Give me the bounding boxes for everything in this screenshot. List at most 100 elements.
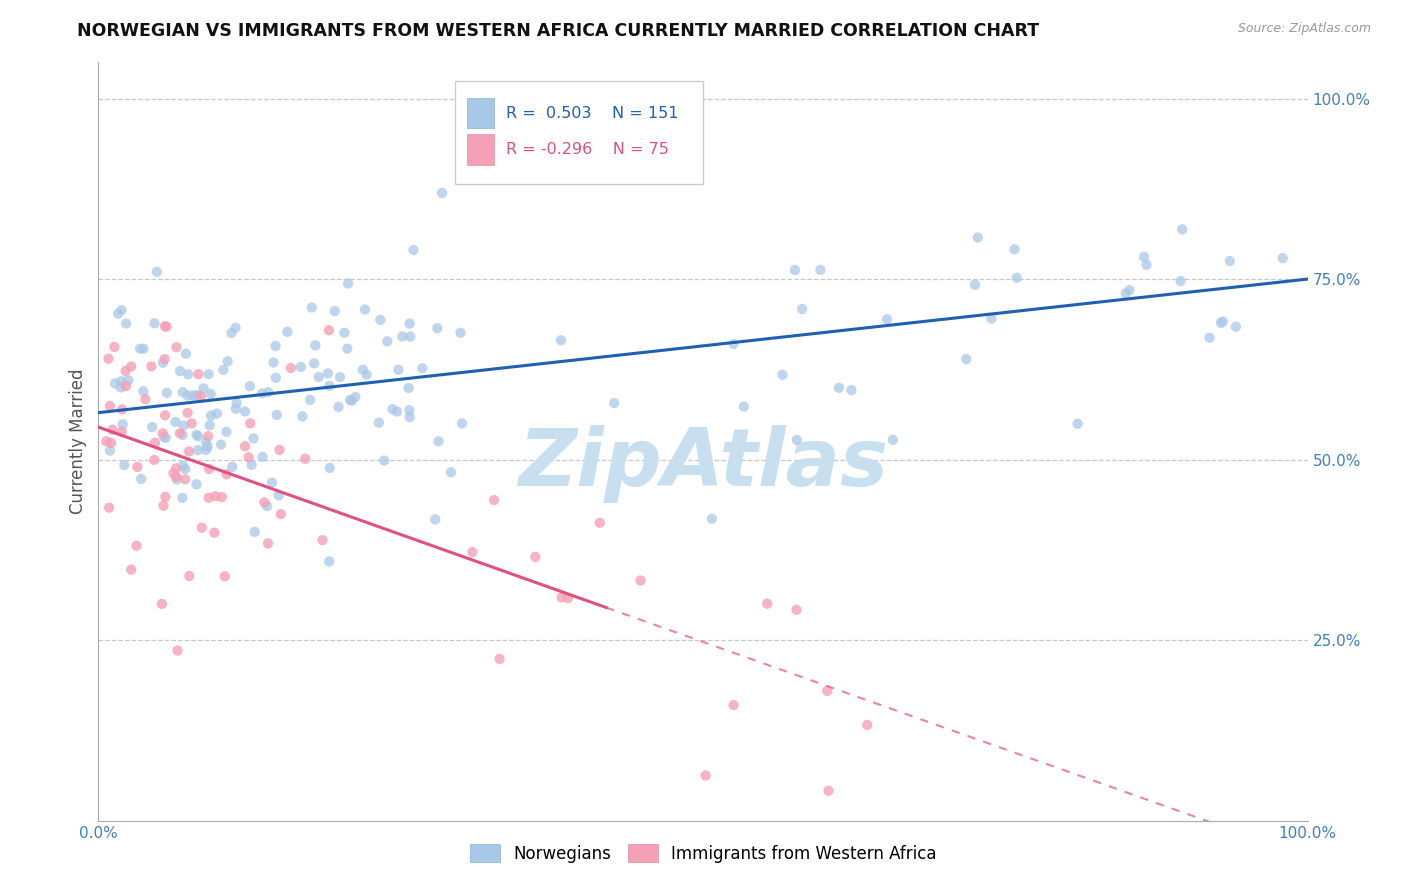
Point (186, 477, 208, 491)
Point (198, 462, 221, 476)
Point (385, 404, 408, 418)
Point (252, 386, 274, 401)
Point (225, 401, 247, 416)
Point (963, 277, 986, 292)
Point (411, 361, 433, 376)
Point (399, 329, 422, 343)
Point (280, 361, 302, 376)
Point (177, 368, 200, 382)
Bar (467, 98, 494, 128)
Point (260, 475, 283, 490)
Point (375, 334, 398, 349)
Point (186, 428, 208, 442)
Point (461, 545, 484, 559)
Point (955, 352, 977, 367)
Point (115, 317, 138, 331)
Point (550, 591, 572, 605)
Point (111, 417, 134, 432)
Point (426, 321, 449, 335)
Point (308, 370, 330, 384)
Point (165, 470, 187, 484)
Point (336, 342, 359, 356)
Point (253, 495, 276, 509)
Point (425, 512, 447, 526)
Point (242, 432, 264, 446)
Point (155, 431, 177, 445)
Point (202, 525, 225, 540)
Point (209, 437, 232, 451)
Point (187, 443, 209, 458)
Point (354, 302, 377, 317)
Point (198, 418, 221, 433)
Point (402, 243, 425, 257)
Point (181, 388, 204, 402)
Point (733, 400, 755, 414)
Point (291, 409, 314, 424)
Point (150, 597, 173, 611)
Point (792, 301, 814, 316)
Point (786, 433, 808, 447)
Point (344, 390, 367, 404)
Point (221, 459, 243, 474)
Point (1225, 319, 1247, 334)
Point (117, 373, 139, 387)
Point (155, 319, 177, 334)
Point (488, 652, 510, 666)
Point (176, 388, 198, 402)
Point (112, 458, 135, 472)
Point (172, 385, 194, 400)
Point (103, 340, 125, 354)
Point (153, 319, 176, 334)
Point (352, 363, 374, 377)
Point (129, 472, 152, 486)
Point (1135, 258, 1157, 272)
Point (240, 458, 263, 472)
Point (817, 784, 839, 798)
Point (339, 392, 361, 407)
Point (180, 417, 202, 431)
Point (120, 359, 142, 374)
Point (143, 453, 166, 467)
Point (190, 521, 212, 535)
Point (225, 396, 247, 410)
FancyBboxPatch shape (456, 81, 703, 184)
Point (723, 337, 745, 351)
Point (810, 263, 832, 277)
Point (217, 354, 239, 368)
Point (98, 399, 121, 413)
Point (110, 303, 132, 318)
Point (98, 443, 121, 458)
Point (589, 516, 612, 530)
Point (146, 265, 169, 279)
Point (186, 388, 208, 402)
Point (772, 368, 794, 382)
Point (190, 389, 212, 403)
Point (197, 368, 219, 382)
Point (1133, 250, 1156, 264)
Point (165, 415, 187, 429)
Point (1198, 331, 1220, 345)
Point (172, 491, 194, 505)
Point (557, 591, 579, 606)
Point (783, 263, 806, 277)
Point (318, 554, 340, 568)
Point (319, 461, 342, 475)
Point (152, 356, 174, 370)
Point (233, 439, 256, 453)
Point (524, 549, 547, 564)
Point (166, 473, 188, 487)
Point (174, 472, 197, 486)
Point (980, 311, 1002, 326)
Point (169, 426, 191, 441)
Point (450, 326, 472, 340)
Point (153, 430, 176, 444)
Point (427, 434, 450, 449)
Point (153, 352, 176, 367)
Point (173, 418, 195, 433)
Point (756, 597, 779, 611)
Point (828, 381, 851, 395)
Point (856, 718, 879, 732)
Point (333, 326, 356, 340)
Point (1219, 254, 1241, 268)
Point (398, 381, 420, 395)
